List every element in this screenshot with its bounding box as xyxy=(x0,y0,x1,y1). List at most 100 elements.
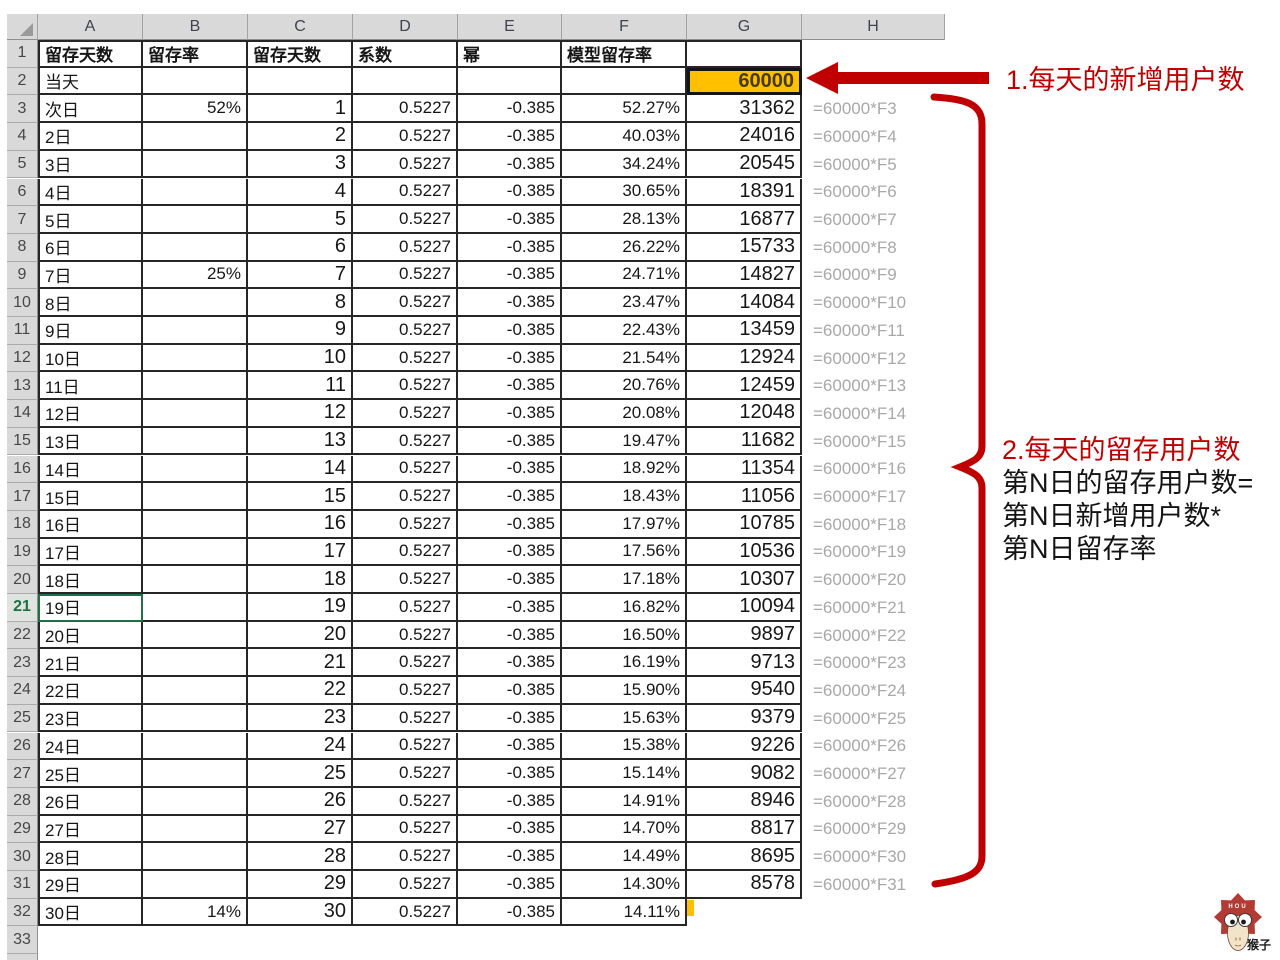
cell-E29[interactable]: -0.385 xyxy=(458,815,562,844)
cell-B5[interactable] xyxy=(143,150,248,179)
cell-G24[interactable]: 9540 xyxy=(687,677,802,705)
column-header-D[interactable]: D xyxy=(353,14,458,40)
cell-A17[interactable]: 15日 xyxy=(38,483,143,511)
cell-E11[interactable]: -0.385 xyxy=(458,317,562,345)
cell-G5[interactable]: 20545 xyxy=(687,150,802,179)
cell-F26[interactable]: 15.38% xyxy=(562,732,687,761)
row-header-31[interactable]: 31 xyxy=(7,871,38,899)
cell-C32[interactable]: 30 xyxy=(248,898,353,927)
cell-F23[interactable]: 16.19% xyxy=(562,649,687,678)
cell-C7[interactable]: 5 xyxy=(248,206,353,234)
cell-C22[interactable]: 20 xyxy=(248,621,353,650)
cell-B9[interactable]: 25% xyxy=(143,261,248,290)
cell-D19[interactable]: 0.5227 xyxy=(353,538,458,567)
cell-F11[interactable]: 22.43% xyxy=(562,317,687,345)
cell-A15[interactable]: 13日 xyxy=(38,427,143,456)
cell-E25[interactable]: -0.385 xyxy=(458,704,562,733)
cell-G10[interactable]: 14084 xyxy=(687,289,802,317)
row-header-32[interactable]: 32 xyxy=(7,898,38,927)
cell-F13[interactable]: 20.76% xyxy=(562,372,687,401)
cell-E17[interactable]: -0.385 xyxy=(458,483,562,511)
cell-F18[interactable]: 17.97% xyxy=(562,510,687,539)
cell-D27[interactable]: 0.5227 xyxy=(353,760,458,788)
cell-G3[interactable]: 31362 xyxy=(687,95,802,124)
cell-F30[interactable]: 14.49% xyxy=(562,843,687,871)
cell-B17[interactable] xyxy=(143,483,248,511)
cell-G17[interactable]: 11056 xyxy=(687,483,802,511)
cell-E20[interactable]: -0.385 xyxy=(458,566,562,594)
cell-B21[interactable] xyxy=(143,594,248,622)
column-header-C[interactable]: C xyxy=(248,14,353,40)
cell-D24[interactable]: 0.5227 xyxy=(353,677,458,705)
cell-B29[interactable] xyxy=(143,815,248,844)
cell-G15[interactable]: 11682 xyxy=(687,427,802,456)
cell-B7[interactable] xyxy=(143,206,248,234)
row-header-15[interactable]: 15 xyxy=(7,427,38,456)
cell-B11[interactable] xyxy=(143,317,248,345)
cell-F19[interactable]: 17.56% xyxy=(562,538,687,567)
cell-C2[interactable] xyxy=(248,67,353,96)
cell-F25[interactable]: 15.63% xyxy=(562,704,687,733)
cell-A29[interactable]: 27日 xyxy=(38,815,143,844)
cell-E1[interactable]: 幂 xyxy=(458,40,562,68)
cell-C16[interactable]: 14 xyxy=(248,455,353,484)
cell-G7[interactable]: 16877 xyxy=(687,206,802,234)
cell-E18[interactable]: -0.385 xyxy=(458,510,562,539)
column-header-B[interactable]: B xyxy=(143,14,248,40)
row-header-30[interactable]: 30 xyxy=(7,843,38,871)
cell-F5[interactable]: 34.24% xyxy=(562,150,687,179)
cell-F1[interactable]: 模型留存率 xyxy=(562,40,687,68)
cell-F6[interactable]: 30.65% xyxy=(562,178,687,207)
cell-D29[interactable]: 0.5227 xyxy=(353,815,458,844)
row-header-23[interactable]: 23 xyxy=(7,649,38,678)
cell-A4[interactable]: 2日 xyxy=(38,123,143,151)
cell-B28[interactable] xyxy=(143,787,248,816)
cell-A10[interactable]: 8日 xyxy=(38,289,143,317)
cell-E9[interactable]: -0.385 xyxy=(458,261,562,290)
row-header-1[interactable]: 1 xyxy=(7,40,38,68)
cell-G16[interactable]: 11354 xyxy=(687,455,802,484)
row-header-9[interactable]: 9 xyxy=(7,261,38,290)
cell-E30[interactable]: -0.385 xyxy=(458,843,562,871)
cell-D25[interactable]: 0.5227 xyxy=(353,704,458,733)
cell-E27[interactable]: -0.385 xyxy=(458,760,562,788)
cell-A6[interactable]: 4日 xyxy=(38,178,143,207)
cell-C29[interactable]: 27 xyxy=(248,815,353,844)
cell-B30[interactable] xyxy=(143,843,248,871)
row-header-3[interactable]: 3 xyxy=(7,95,38,124)
cell-C17[interactable]: 15 xyxy=(248,483,353,511)
cell-D28[interactable]: 0.5227 xyxy=(353,787,458,816)
cell-F20[interactable]: 17.18% xyxy=(562,566,687,594)
cell-B25[interactable] xyxy=(143,704,248,733)
cell-A9[interactable]: 7日 xyxy=(38,261,143,290)
cell-F10[interactable]: 23.47% xyxy=(562,289,687,317)
row-header-19[interactable]: 19 xyxy=(7,538,38,567)
row-header-33[interactable]: 33 xyxy=(7,926,38,955)
cell-A3[interactable]: 次日 xyxy=(38,95,143,124)
cell-A22[interactable]: 20日 xyxy=(38,621,143,650)
cell-E24[interactable]: -0.385 xyxy=(458,677,562,705)
cell-A12[interactable]: 10日 xyxy=(38,344,143,373)
cell-A18[interactable]: 16日 xyxy=(38,510,143,539)
row-header-13[interactable]: 13 xyxy=(7,372,38,401)
cell-D11[interactable]: 0.5227 xyxy=(353,317,458,345)
cell-C14[interactable]: 12 xyxy=(248,400,353,428)
cell-D13[interactable]: 0.5227 xyxy=(353,372,458,401)
cell-C15[interactable]: 13 xyxy=(248,427,353,456)
row-header-6[interactable]: 6 xyxy=(7,178,38,207)
row-header-5[interactable]: 5 xyxy=(7,150,38,179)
cell-F12[interactable]: 21.54% xyxy=(562,344,687,373)
cell-C6[interactable]: 4 xyxy=(248,178,353,207)
cell-E2[interactable] xyxy=(458,67,562,96)
row-header-28[interactable]: 28 xyxy=(7,787,38,816)
cell-G22[interactable]: 9897 xyxy=(687,621,802,650)
cell-G18[interactable]: 10785 xyxy=(687,510,802,539)
cell-D14[interactable]: 0.5227 xyxy=(353,400,458,428)
cell-D12[interactable]: 0.5227 xyxy=(353,344,458,373)
cell-E31[interactable]: -0.385 xyxy=(458,871,562,899)
cell-B14[interactable] xyxy=(143,400,248,428)
cell-F28[interactable]: 14.91% xyxy=(562,787,687,816)
cell-F14[interactable]: 20.08% xyxy=(562,400,687,428)
cell-F31[interactable]: 14.30% xyxy=(562,871,687,899)
cell-B31[interactable] xyxy=(143,871,248,899)
